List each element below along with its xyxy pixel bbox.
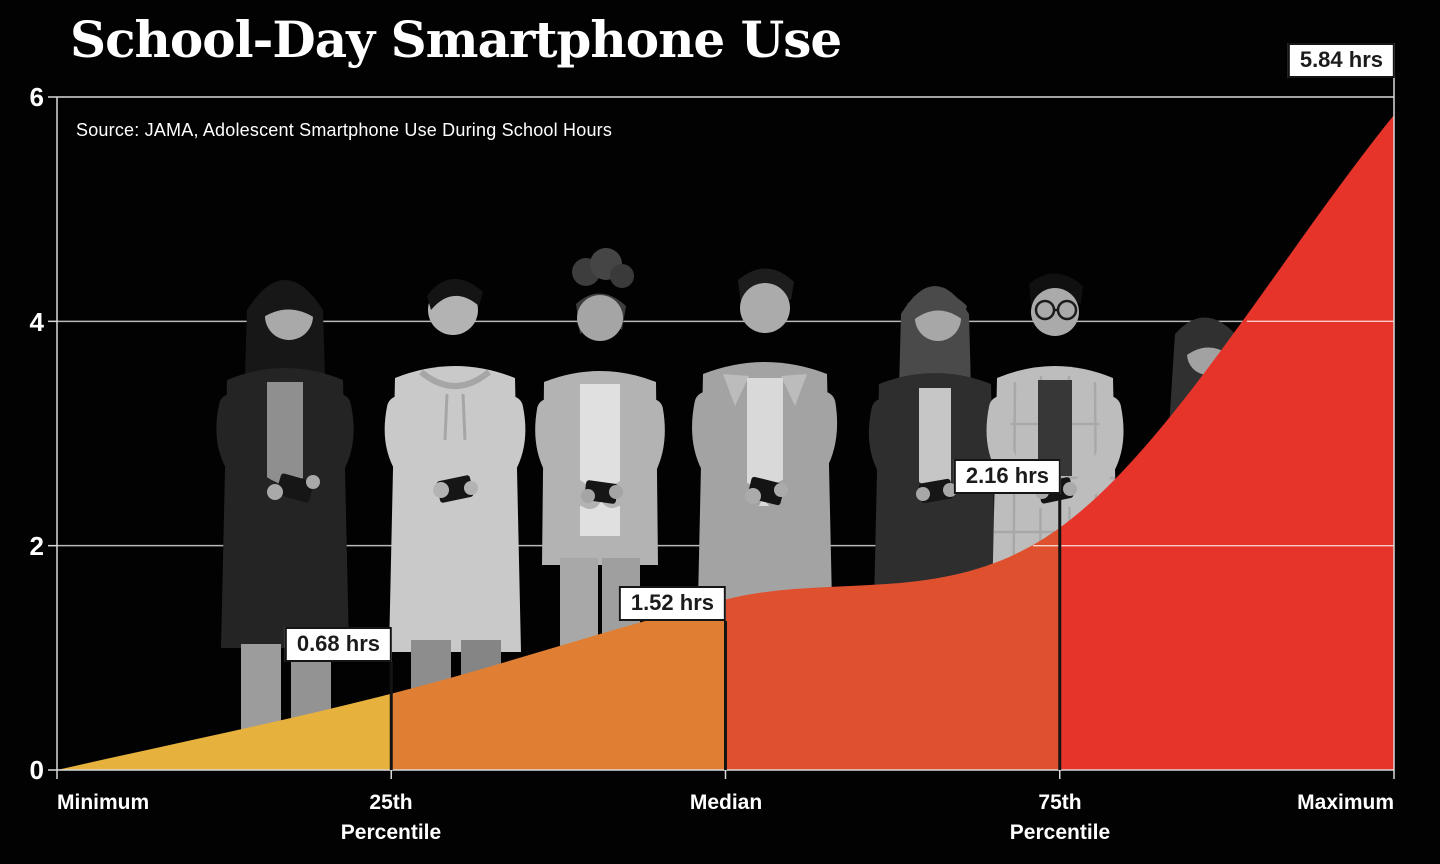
x-axis-label-25th-percentile: 25th Percentile [340,791,442,844]
value-tag-maximum: 5.84 hrs [1287,43,1395,78]
source-note: Source: JAMA, Adolescent Smartphone Use … [76,120,613,140]
value-tag-25th-percentile: 0.68 hrs [284,627,392,662]
y-axis-tick-6: 6 [29,82,44,112]
x-axis-label-median: Median [689,791,763,814]
axis-grid-overlay [48,78,1395,779]
y-axis-tick-0: 0 [29,755,44,785]
x-axis-label-maximum: Maximum [1297,791,1394,814]
phone-icon [276,473,314,503]
y-axis-tick-4: 4 [29,307,44,337]
page-title: School-Day Smartphone Use [70,10,842,69]
y-axis-tick-2: 2 [29,531,44,561]
value-tag-median: 1.52 hrs [618,586,726,621]
person-girl-dark-jacket [216,280,354,770]
value-tag-75th-percentile: 2.16 hrs [953,459,1061,494]
x-axis-label-75th-percentile: 75th Percentile [1009,791,1111,844]
x-axis-label-minimum: Minimum [57,791,150,814]
